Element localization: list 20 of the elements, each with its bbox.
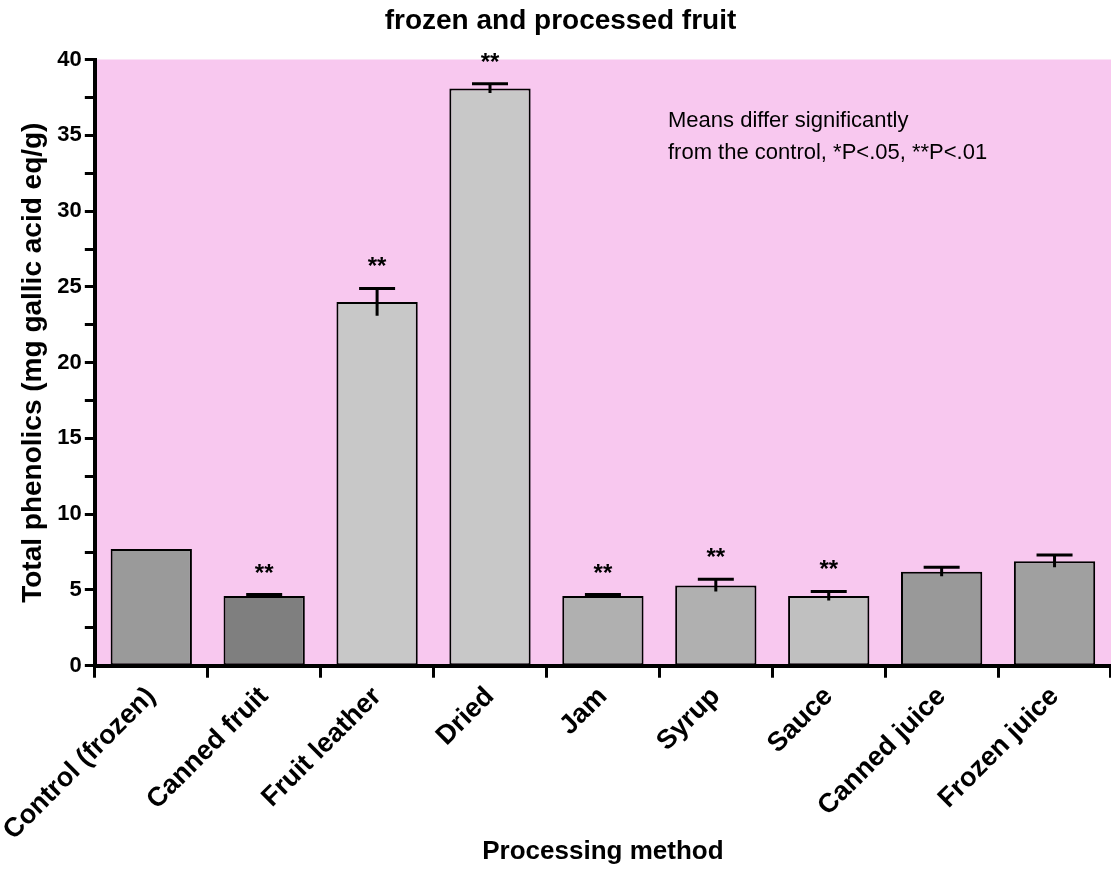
y-tick-label: 20 <box>57 348 82 374</box>
annotation: Means differ significantly from the control, *P<.05, **P<.01 <box>668 107 988 165</box>
y-tick-label: 35 <box>57 121 82 147</box>
y-tick-label: 40 <box>57 45 82 71</box>
y-tick-label: 0 <box>69 651 82 677</box>
data-label: ** <box>819 555 839 583</box>
y-tick-label: 30 <box>57 197 82 223</box>
data-label: ** <box>480 47 500 75</box>
chart-title: frozen and processed fruit <box>384 3 737 35</box>
data-label: ** <box>593 558 613 586</box>
data-label: ** <box>254 558 275 586</box>
x-tick-label: Jam <box>552 680 613 740</box>
y-tick-label: 25 <box>57 272 82 298</box>
data-label: ** <box>706 543 726 571</box>
y-tick-label: 15 <box>57 424 82 450</box>
y-tick-label: 5 <box>69 576 82 602</box>
y-tick-label: 10 <box>57 500 82 526</box>
data-label: ** <box>367 252 388 280</box>
x-axis-title: Processing method <box>482 834 724 865</box>
y-axis-title: Total phenolics (mg gallic acid eq/g) <box>16 122 48 603</box>
